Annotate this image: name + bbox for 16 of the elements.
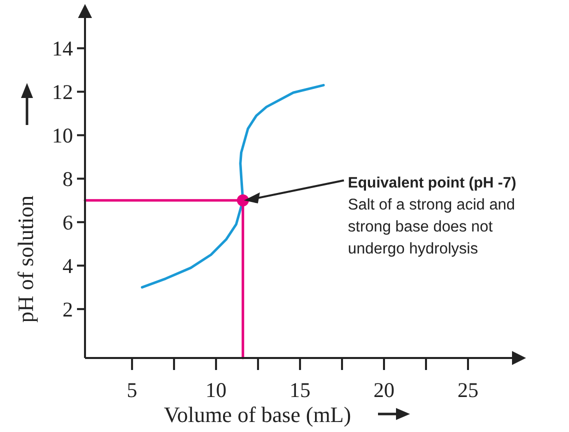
- y-tick-label: 2: [62, 297, 73, 322]
- x-tick-label: 25: [458, 378, 479, 402]
- x-tick-label: 20: [374, 378, 395, 402]
- x-tick-label: 10: [206, 378, 227, 402]
- y-tick-label: 4: [62, 254, 74, 278]
- x-tick-label: 15: [290, 378, 311, 402]
- x-tick-label: 5: [126, 378, 138, 402]
- y-tick-label: 12: [52, 80, 73, 104]
- y-tick-label: 10: [52, 124, 73, 148]
- line-series: [140, 84, 325, 289]
- y-axis-title: pH of solution: [13, 195, 38, 323]
- annotation: Equivalent point (pH -7) Salt of a strong acid and strong base does not undergo hydrolysis: [348, 174, 516, 258]
- y-tick-label: 14: [52, 36, 74, 61]
- y-tick-label: 6: [62, 210, 73, 234]
- y-tick-label: 8: [62, 167, 73, 192]
- x-axis-title: Volume of base (mL): [164, 402, 352, 427]
